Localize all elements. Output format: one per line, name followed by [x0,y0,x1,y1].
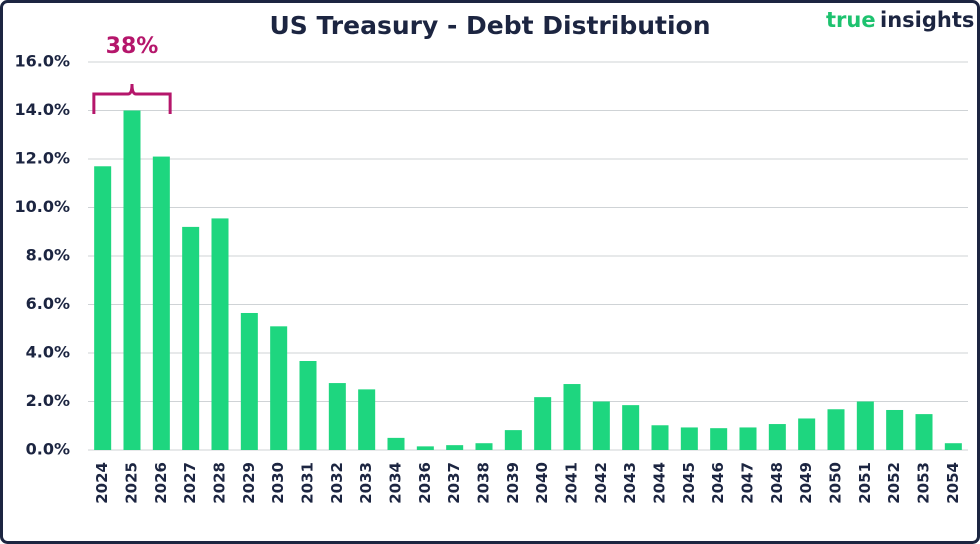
bar [856,401,874,450]
x-tick-label: 2029 [240,462,258,504]
x-tick-label: 2036 [416,462,434,504]
brace [92,83,172,114]
x-tick-label: 2034 [387,462,405,504]
bar [328,383,346,450]
x-tick-label: 2033 [357,462,375,504]
x-tick-label: 2024 [93,462,111,504]
x-tick-label: 2026 [152,462,170,504]
chart-title: US Treasury - Debt Distribution [269,11,710,40]
x-tick-label: 2054 [944,462,962,504]
x-tick-label: 2027 [181,462,199,504]
x-tick-label: 2042 [592,462,610,504]
logo-first: true [826,8,876,32]
bar [944,443,962,450]
bar [94,166,112,450]
bar [651,425,669,450]
bar [416,446,434,450]
bar [387,437,405,450]
x-tick-label: 2037 [445,462,463,504]
bar [827,409,845,450]
bar [123,110,141,450]
y-tick-label: 4.0% [26,343,70,362]
bar [446,445,464,450]
bar [152,156,170,450]
bar [504,430,522,450]
y-tick-label: 2.0% [26,391,70,410]
y-tick-label: 6.0% [26,294,70,313]
bar [270,326,288,450]
x-tick-label: 2041 [563,462,581,504]
x-tick-label: 2051 [856,462,874,504]
bar [299,361,317,450]
x-tick-label: 2038 [475,462,493,504]
x-tick-label: 2025 [123,462,141,504]
x-tick-label: 2028 [211,462,229,504]
x-tick-label: 2043 [621,462,639,504]
x-tick-label: 2047 [739,462,757,504]
bar [182,226,200,450]
y-tick-label: 16.0% [14,52,70,71]
bar [592,401,610,450]
x-tick-label: 2030 [269,462,287,504]
y-tick-label: 0.0% [26,440,70,459]
x-tick-label: 2046 [709,462,727,504]
y-tick-label: 14.0% [14,100,70,119]
bar [680,427,698,450]
bar [915,414,933,450]
x-tick-label: 2050 [827,462,845,504]
bar [534,397,552,450]
y-tick-label: 12.0% [14,149,70,168]
annotation: 38% [106,34,159,59]
bar [798,418,816,450]
bar [710,428,728,450]
x-tick-label: 2049 [797,462,815,504]
x-tick-label: 2052 [885,462,903,504]
bar [211,218,229,450]
x-tick-label: 2048 [768,462,786,504]
x-tick-label: 2032 [328,462,346,504]
bar [886,409,904,450]
x-tick-label: 2044 [651,462,669,504]
logo-second: insights [880,8,974,32]
x-tick-label: 2031 [299,462,317,504]
bar [622,405,640,450]
bar [563,384,581,450]
bar [739,427,757,450]
bar [358,389,376,450]
x-tick-label: 2053 [915,462,933,504]
bar [768,424,786,450]
y-tick-label: 10.0% [14,197,70,216]
x-tick-label: 2040 [533,462,551,504]
bar [240,312,258,450]
x-tick-label: 2045 [680,462,698,504]
y-tick-label: 8.0% [26,246,70,265]
x-tick-label: 2039 [504,462,522,504]
bar [475,443,493,450]
